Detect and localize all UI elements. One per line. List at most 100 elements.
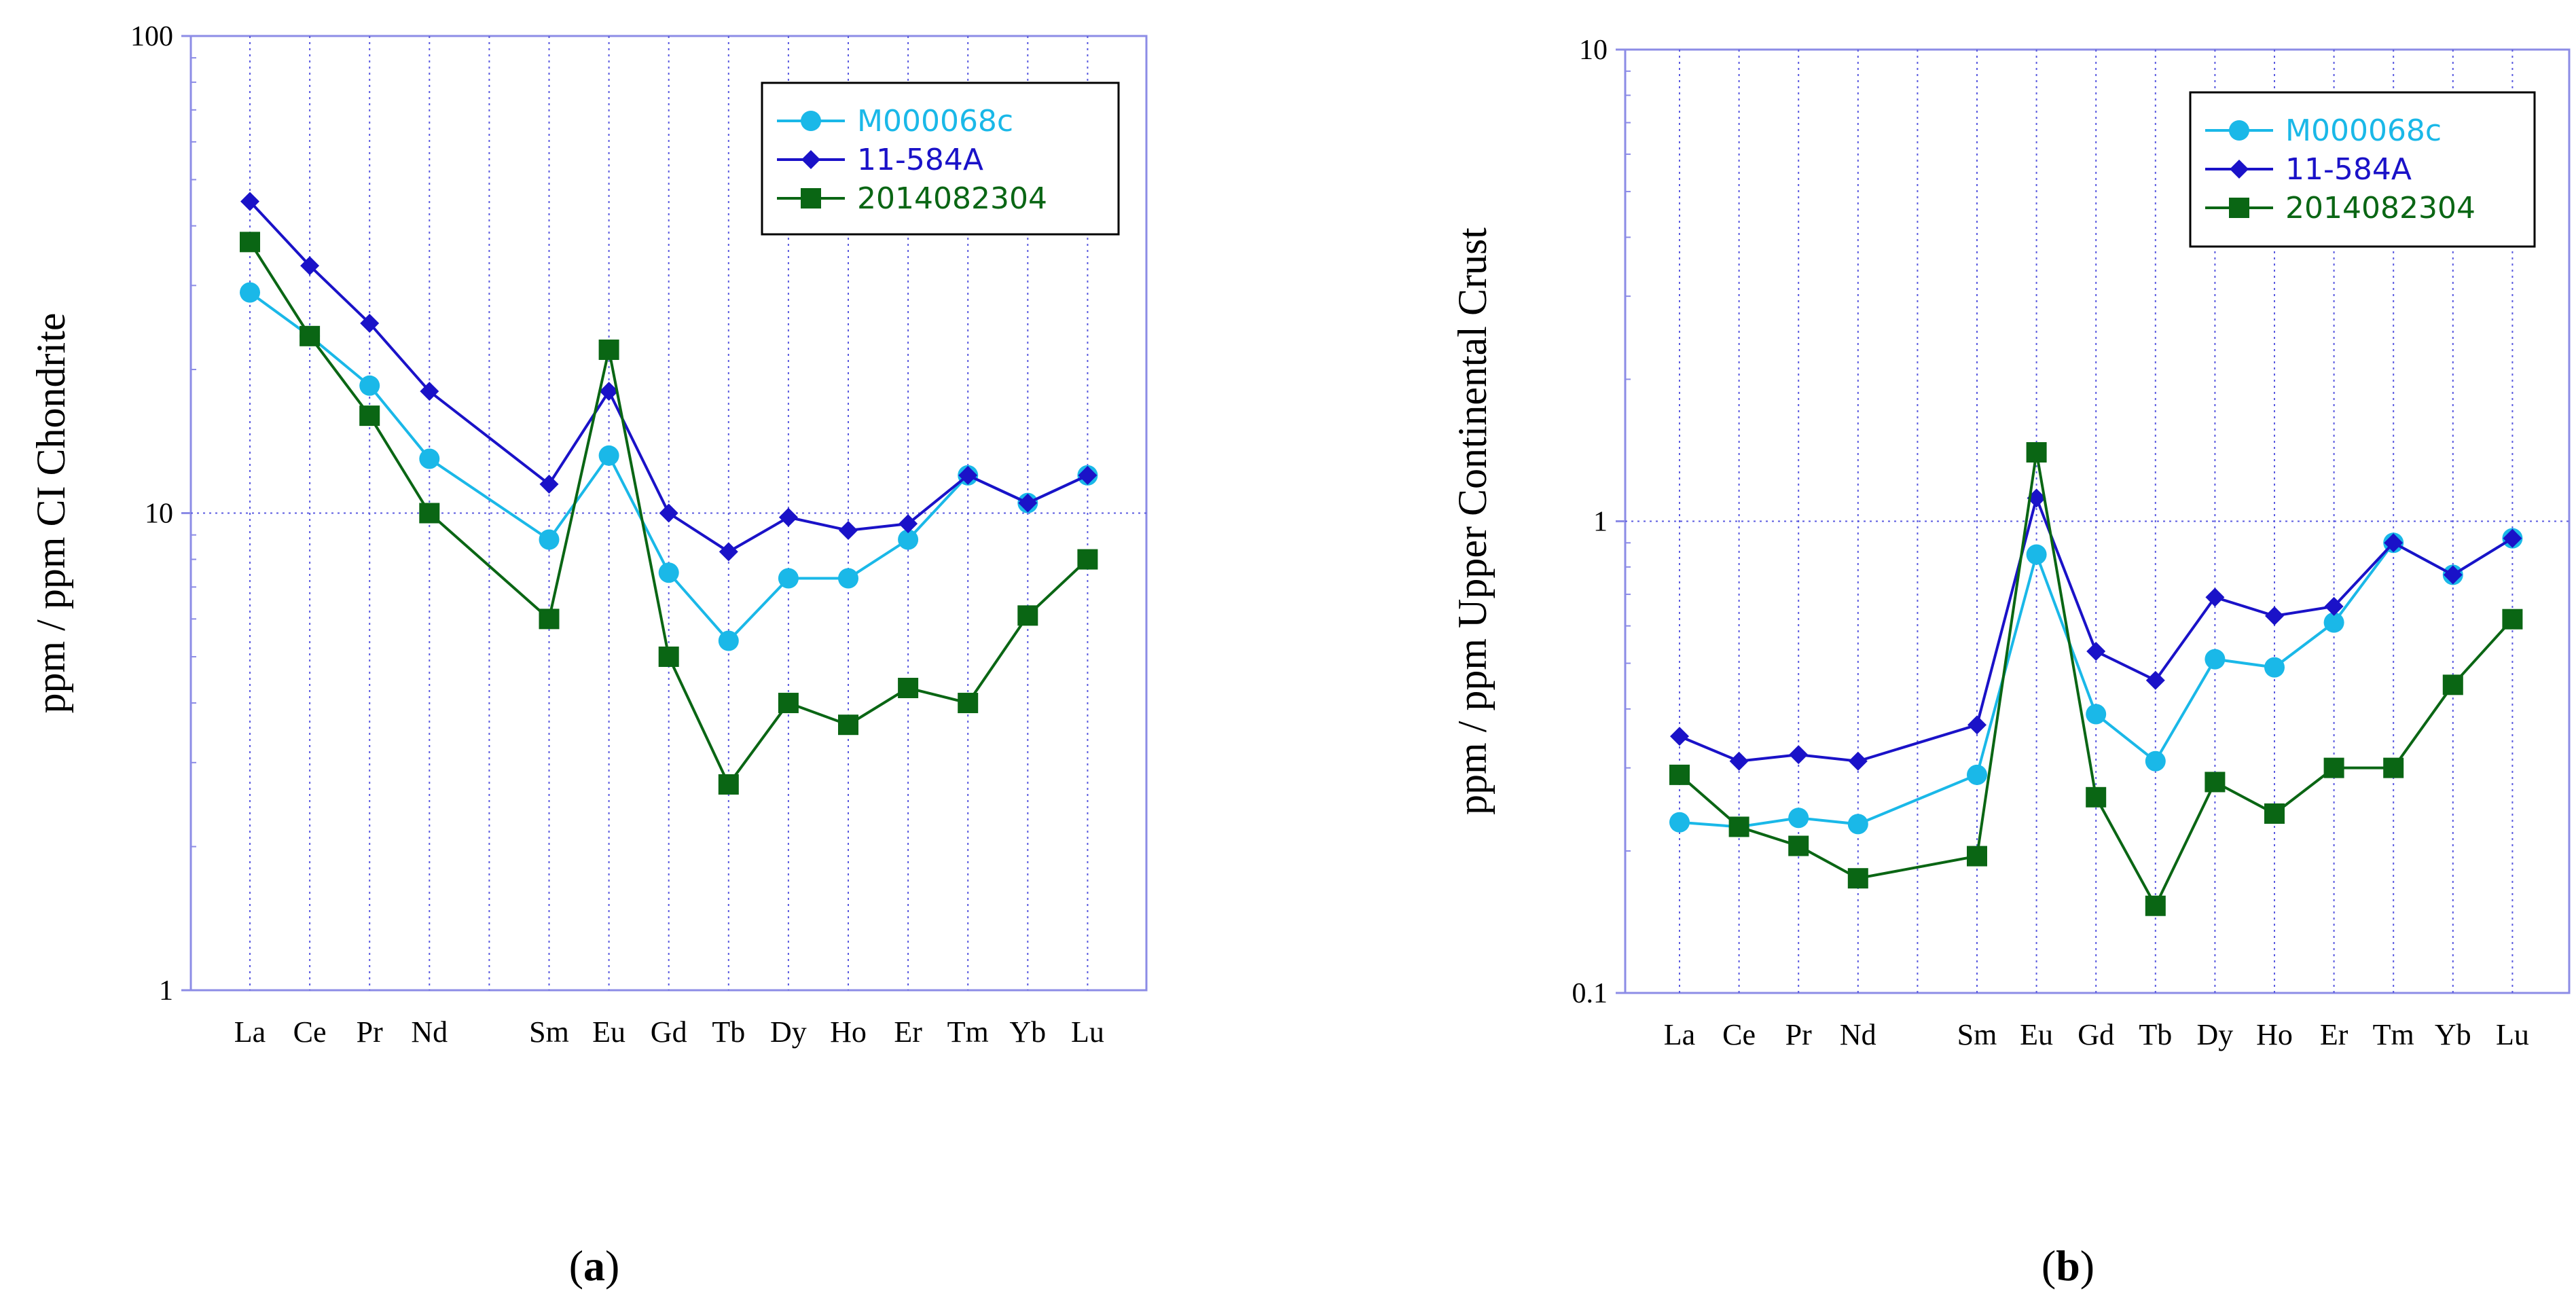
chart-panel-b: 0.1 1 10 La Ce Pr Nd Sm Eu Gd Tb Dy Ho Er Tm Yb Lu ppm / … — [1450, 35, 2571, 1290]
legend-marker — [801, 111, 821, 131]
data-point — [1669, 812, 1690, 833]
data-point — [2443, 565, 2463, 585]
series-line — [249, 291, 1089, 643]
data-point — [2503, 528, 2522, 548]
data-point — [240, 282, 260, 303]
data-point — [2265, 606, 2284, 626]
data-point — [1670, 727, 1689, 746]
data-point — [2026, 442, 2047, 463]
panel-label: (b) — [2042, 1242, 2094, 1290]
data-point — [658, 562, 679, 583]
legend: M000068c 11-584A 2014082304 — [2189, 91, 2536, 248]
data-point — [2205, 772, 2226, 793]
data-point — [1018, 493, 1038, 513]
data-point — [300, 256, 320, 276]
data-point — [1078, 465, 1097, 485]
data-point — [898, 677, 919, 698]
data-point — [778, 693, 799, 714]
data-point — [598, 339, 619, 360]
data-point — [2264, 803, 2285, 824]
data-point — [1729, 751, 1749, 771]
legend-box — [2189, 91, 2536, 248]
data-point — [2264, 657, 2285, 678]
x-tick-label: La — [1664, 1018, 1695, 1051]
x-tick-label: La — [234, 1015, 266, 1049]
x-tick-label: Nd — [411, 1015, 448, 1049]
series-line — [249, 200, 1089, 554]
x-tick-label: Er — [894, 1015, 922, 1049]
data-point — [2323, 757, 2344, 778]
legend-marker — [801, 188, 821, 209]
y-axis-title: ppm / ppm CI Chondrite — [29, 313, 73, 714]
data-point — [1788, 808, 1809, 829]
data-point — [2086, 786, 2107, 808]
data-point — [658, 646, 679, 667]
data-point — [1848, 751, 1868, 771]
x-tick-label: Gd — [651, 1015, 687, 1049]
panel-label: (a) — [569, 1242, 620, 1290]
data-point — [2384, 533, 2403, 553]
data-point — [2026, 544, 2047, 565]
x-tick-label: Tm — [947, 1015, 989, 1049]
series-11-584A — [1670, 488, 2522, 771]
x-tick-label: Lu — [2496, 1018, 2529, 1051]
data-point — [719, 542, 738, 562]
data-point — [2145, 670, 2165, 690]
legend-label: M000068c — [2285, 113, 2442, 148]
data-point — [300, 325, 321, 346]
legend: M000068c 11-584A 2014082304 — [761, 82, 1120, 236]
data-point — [1788, 835, 1809, 856]
data-point — [599, 382, 619, 401]
data-point — [2323, 612, 2344, 633]
x-tick-label: Nd — [1840, 1018, 1876, 1051]
data-point — [2205, 587, 2225, 607]
data-point — [899, 514, 918, 534]
series-11-584A — [240, 192, 1097, 562]
x-tick-label: Pr — [357, 1015, 383, 1049]
y-tick-label: 1 — [1593, 507, 1608, 538]
x-tick-label: Sm — [1957, 1018, 1997, 1051]
y-tick-label: 10 — [145, 499, 173, 530]
x-tick-label: Eu — [592, 1015, 625, 1049]
data-point — [359, 375, 380, 396]
x-tick-label: Pr — [1785, 1018, 1812, 1051]
data-point — [1847, 868, 1868, 889]
y-tick-label: 1 — [159, 975, 173, 1007]
x-tick-label: Sm — [529, 1015, 569, 1049]
x-tick-label: Tb — [712, 1015, 745, 1049]
data-point — [1967, 715, 1987, 735]
legend-marker — [2229, 120, 2249, 141]
legend-marker — [2229, 198, 2249, 218]
series-M000068c — [1669, 528, 2523, 837]
data-point — [1789, 745, 1809, 765]
legend-label: 2014082304 — [857, 181, 1047, 216]
data-point — [718, 630, 739, 651]
data-point — [240, 192, 259, 211]
data-point — [2145, 895, 2166, 916]
data-point — [598, 445, 619, 466]
data-point — [419, 503, 440, 524]
series-2014082304 — [1669, 442, 2523, 916]
x-tick-label: Yb — [1009, 1015, 1046, 1049]
data-point — [1847, 814, 1868, 835]
y-tick-label: 0.1 — [1572, 978, 1608, 1009]
data-point — [539, 609, 560, 630]
x-tick-label: Gd — [2078, 1018, 2114, 1051]
x-tick-label: Dy — [2197, 1018, 2234, 1051]
data-point — [2442, 674, 2463, 695]
data-point — [539, 474, 559, 494]
legend-marker — [801, 150, 820, 169]
data-point — [958, 465, 978, 485]
x-tick-label: Er — [2320, 1018, 2348, 1051]
data-point — [419, 448, 440, 469]
x-tick-label: Tb — [2139, 1018, 2172, 1051]
x-tick-label: Lu — [1071, 1015, 1104, 1049]
data-point — [898, 529, 919, 550]
series-2014082304 — [240, 232, 1098, 795]
y-axis-title: ppm / ppm Upper Continental Crust — [1450, 228, 1495, 815]
series-M000068c — [240, 282, 1098, 651]
data-point — [1077, 549, 1098, 570]
data-point — [2502, 609, 2523, 630]
legend-label: M000068c — [857, 104, 1013, 139]
